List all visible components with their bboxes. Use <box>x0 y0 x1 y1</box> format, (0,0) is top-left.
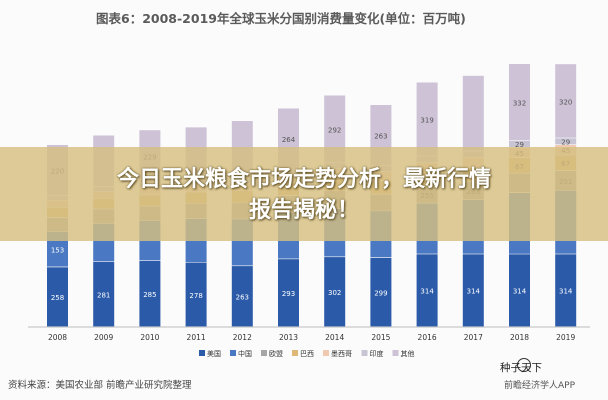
data-label: 314 <box>467 288 481 296</box>
source-note: 资料来源：美国农业部 前瞻产业研究院整理 <box>8 380 192 391</box>
data-label: 299 <box>374 289 387 297</box>
headline-line-1: 今日玉米粮食市场走势分析，最新行情 <box>116 167 491 192</box>
bar-segment <box>231 266 253 327</box>
x-tick-label: 2014 <box>325 333 344 342</box>
x-tick-label: 2016 <box>418 333 437 342</box>
legend-swatch <box>261 350 267 356</box>
data-label: 314 <box>559 288 573 296</box>
chart-title: 图表6：2008-2019年全球玉米分国别消费量变化(单位：百万吨) <box>96 11 466 26</box>
legend-swatch <box>323 350 329 356</box>
data-label: 29 <box>515 141 524 149</box>
bar-segment <box>93 261 115 327</box>
data-label: 263 <box>236 294 249 302</box>
data-label: 319 <box>420 116 433 124</box>
x-tick-label: 2012 <box>233 333 252 342</box>
legend-label: 美国 <box>207 349 221 358</box>
data-label: 258 <box>51 294 64 302</box>
bar-segment <box>555 254 577 327</box>
bar-segment <box>324 95 346 163</box>
x-tick-label: 2019 <box>556 333 575 342</box>
data-label: 314 <box>513 288 527 296</box>
bar-segment <box>555 138 577 145</box>
bar-segment <box>278 259 299 327</box>
bar-segment <box>139 261 161 327</box>
bar-segment <box>324 257 346 327</box>
data-label: 278 <box>189 292 202 300</box>
wechat-logo-icon <box>517 358 531 372</box>
legend-swatch <box>230 350 236 356</box>
watermark-app: 前瞻经济学人APP <box>504 381 576 391</box>
watermark-name: 种子天下 <box>500 362 542 374</box>
data-label: 292 <box>328 126 341 134</box>
legend-label: 巴西 <box>300 350 314 358</box>
headline-banner[interactable]: 今日玉米粮食市场走势分析，最新行情 报告揭秘！ <box>0 147 608 241</box>
bar-segment <box>185 262 207 327</box>
x-tick-label: 2009 <box>94 333 113 342</box>
data-label: 29 <box>561 139 570 147</box>
legend-swatch <box>199 350 205 356</box>
x-tick-label: 2008 <box>48 333 67 342</box>
data-label: 302 <box>328 289 341 297</box>
legend-label: 墨西哥 <box>331 350 352 358</box>
data-label: 314 <box>420 288 434 296</box>
bar-segment <box>509 140 530 147</box>
x-tick-label: 2017 <box>464 333 483 342</box>
x-tick-label: 2015 <box>371 333 390 342</box>
data-label: 264 <box>282 136 296 144</box>
bar-segment <box>462 254 484 327</box>
bar-segment <box>509 254 530 327</box>
legend-label: 中国 <box>238 349 252 358</box>
legend-swatch <box>361 350 368 356</box>
legend-swatch <box>392 350 399 356</box>
bar-segment <box>462 75 484 151</box>
bar-segment <box>555 64 577 138</box>
bar-segment <box>47 267 68 327</box>
data-label: 285 <box>143 291 156 299</box>
x-tick-label: 2011 <box>187 333 206 342</box>
bar-segment <box>509 64 530 141</box>
x-tick-label: 2018 <box>510 333 529 342</box>
data-label: 332 <box>513 99 526 107</box>
data-label: 293 <box>282 290 295 298</box>
legend-swatch <box>292 350 298 356</box>
headline-line-2: 报告揭秘！ <box>248 198 359 223</box>
bar-segment <box>416 254 438 327</box>
data-label: 281 <box>97 292 110 300</box>
data-label: 320 <box>559 98 572 106</box>
legend-label: 欧盟 <box>269 349 283 358</box>
legend-label: 印度 <box>370 349 384 358</box>
data-label: 153 <box>51 247 64 255</box>
x-tick-label: 2013 <box>279 333 298 342</box>
bar-segment <box>370 257 392 327</box>
bar-segment <box>416 82 438 156</box>
headline-text: 今日玉米粮食市场走势分析，最新行情 报告揭秘！ <box>30 164 578 226</box>
x-tick-label: 2010 <box>140 333 159 342</box>
data-label: 263 <box>374 132 387 140</box>
legend-label: 其他 <box>401 349 415 358</box>
